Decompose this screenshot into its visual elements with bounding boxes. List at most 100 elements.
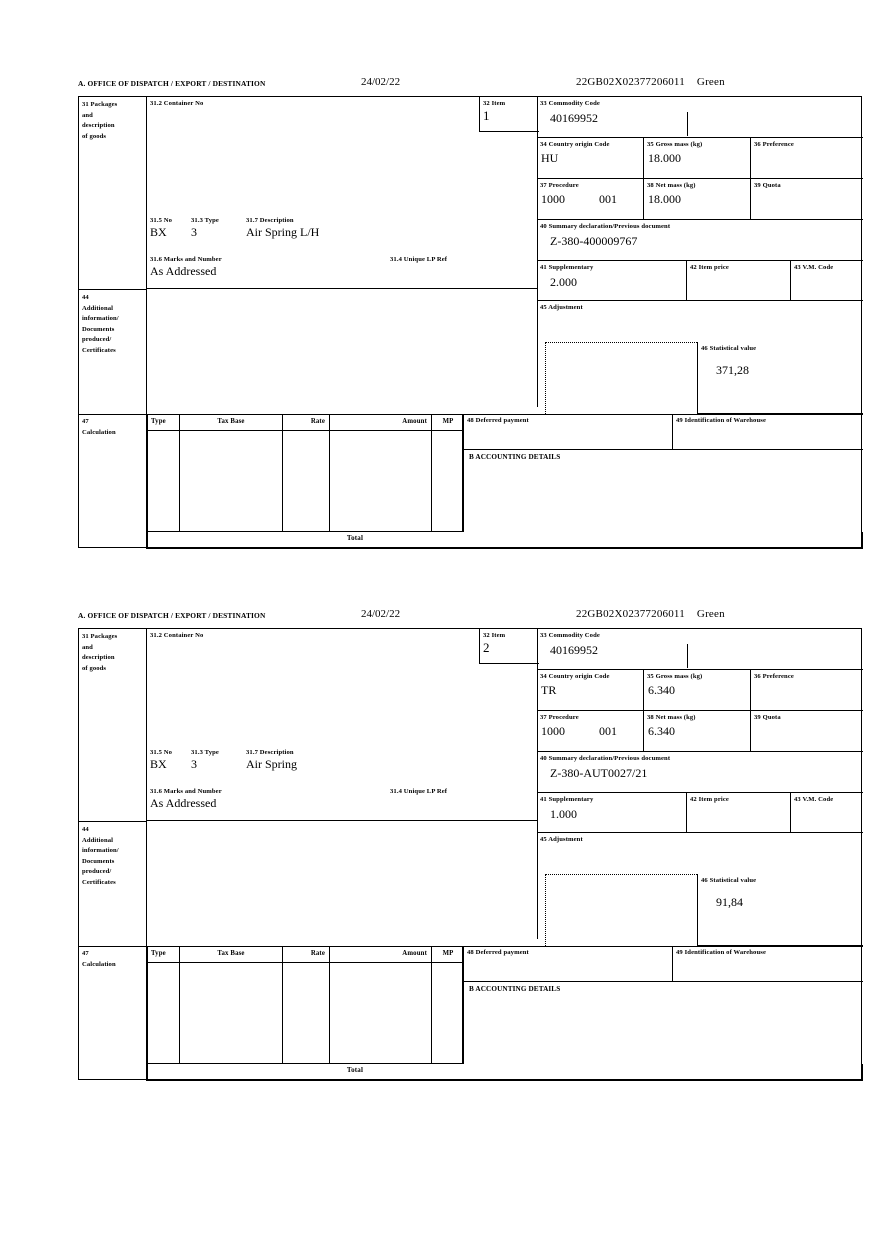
declaration-grid: 31 Packages and description of goods 31.…: [78, 628, 863, 1081]
calc-col-tax-base-body[interactable]: [180, 963, 283, 1063]
field-45-adjustment[interactable]: 45 Adjustment: [537, 301, 863, 342]
office-of-dispatch-label: A. OFFICE OF DISPATCH / EXPORT / DESTINA…: [78, 79, 266, 88]
field-46-value: 91,84: [716, 895, 743, 909]
section-b-value: [464, 995, 863, 998]
field-38-net-mass[interactable]: 38 Net mass (kg) 6.340: [644, 711, 751, 752]
field-46-label: 46 Statistical value: [701, 344, 757, 352]
field-39-quota[interactable]: 39 Quota: [751, 179, 863, 220]
calc-col-mp-header: MP: [432, 947, 462, 963]
field-39-quota[interactable]: 39 Quota: [751, 711, 863, 752]
field-46-statistical-value[interactable]: 46 Statistical value 91,84: [697, 874, 863, 946]
calc-col-mp-body[interactable]: [432, 963, 462, 1063]
calc-col-rate-body[interactable]: [283, 963, 330, 1063]
office-of-dispatch-label: A. OFFICE OF DISPATCH / EXPORT / DESTINA…: [78, 611, 266, 620]
calculation-total-label: Total: [346, 1066, 364, 1074]
field-33-label: 33 Commodity Code: [540, 631, 600, 639]
field-31-4-label: 31.4 Unique LP Ref: [390, 256, 448, 263]
calc-col-amount-body[interactable]: [330, 431, 432, 531]
calc-col-amount-body[interactable]: [330, 963, 432, 1063]
field-42-item-price[interactable]: 42 Item price: [687, 793, 791, 833]
field-42-item-price[interactable]: 42 Item price: [687, 261, 791, 301]
field-42-label: 42 Item price: [690, 263, 729, 271]
field-31-6-label: 31.6 Marks and Number: [150, 788, 222, 795]
field-31-stub-label: 31 Packages and description of goods: [82, 101, 118, 140]
calc-col-mp-header: MP: [432, 415, 462, 431]
field-35-label: 35 Gross mass (kg): [647, 140, 703, 148]
field-47-stub-label: 47 Calculation: [82, 418, 116, 436]
calc-col-type-body[interactable]: [148, 431, 180, 531]
calc-col-type-body[interactable]: [148, 963, 180, 1063]
field-49-label: 49 Identification of Warehouse: [676, 416, 766, 424]
field-44-stub: 44 Additional information/ Documents pro…: [79, 821, 147, 946]
field-32-label: 32 Item: [483, 100, 506, 107]
field-33-value: 40169952: [550, 643, 598, 657]
calc-col-type-header: Type: [148, 947, 180, 963]
calc-col-amount-header: Amount: [330, 415, 432, 431]
field-37-procedure[interactable]: 37 Procedure 1000 001: [537, 179, 644, 220]
field-36-preference[interactable]: 36 Preference: [751, 138, 863, 179]
field-32-item: 32 Item 2: [479, 629, 539, 664]
field-32-label: 32 Item: [483, 632, 506, 639]
field-44-additional-information[interactable]: [147, 821, 537, 946]
declaration-grid: 31 Packages and description of goods 31.…: [78, 96, 863, 549]
field-40-label: 40 Summary declaration/Previous document: [540, 754, 671, 762]
section-b-accounting-details[interactable]: B ACCOUNTING DETAILS: [463, 982, 863, 1064]
calc-col-tax-base-body[interactable]: [180, 431, 283, 531]
field-39-value: [751, 722, 863, 724]
block-header: A. OFFICE OF DISPATCH / EXPORT / DESTINA…: [78, 608, 862, 628]
field-49-value: [673, 957, 863, 959]
field-37-additional-value: 001: [599, 192, 617, 206]
calc-col-mp-body[interactable]: [432, 431, 462, 531]
field-35-gross-mass[interactable]: 35 Gross mass (kg) 18.000: [644, 138, 751, 179]
field-43-vm-code[interactable]: 43 V.M. Code: [791, 793, 863, 833]
section-b-accounting-details[interactable]: B ACCOUNTING DETAILS: [463, 450, 863, 532]
field-34-country-origin[interactable]: 34 Country origin Code HU: [537, 138, 644, 179]
field-45-label: 45 Adjustment: [540, 303, 583, 311]
calc-col-rate-body[interactable]: [283, 431, 330, 531]
field-40-previous-document[interactable]: 40 Summary declaration/Previous document…: [537, 220, 863, 261]
field-32-value: 2: [483, 639, 490, 655]
field-40-previous-document[interactable]: 40 Summary declaration/Previous document…: [537, 752, 863, 793]
field-49-warehouse[interactable]: 49 Identification of Warehouse: [673, 946, 863, 982]
field-48-deferred-payment[interactable]: 48 Deferred payment: [463, 414, 673, 450]
field-45-subarea: [545, 874, 697, 946]
field-42-value: [687, 804, 790, 807]
field-35-gross-mass[interactable]: 35 Gross mass (kg) 6.340: [644, 670, 751, 711]
field-44-value: [147, 289, 537, 293]
field-33-divider-tick: [687, 112, 688, 136]
field-48-deferred-payment[interactable]: 48 Deferred payment: [463, 946, 673, 982]
field-38-net-mass[interactable]: 38 Net mass (kg) 18.000: [644, 179, 751, 220]
field-41-supplementary[interactable]: 41 Supplementary 2.000: [537, 261, 687, 301]
field-41-label: 41 Supplementary: [540, 795, 594, 803]
field-31-2-container-no[interactable]: 31.2 Container No: [147, 629, 537, 747]
field-36-value: [751, 681, 863, 683]
field-47-stub-label: 47 Calculation: [82, 950, 116, 968]
field-49-warehouse[interactable]: 49 Identification of Warehouse: [673, 414, 863, 450]
field-43-value: [791, 804, 863, 807]
field-36-preference[interactable]: 36 Preference: [751, 670, 863, 711]
field-46-label: 46 Statistical value: [701, 876, 757, 884]
right-column-divider: [537, 97, 538, 407]
field-34-label: 34 Country origin Code: [540, 140, 610, 148]
field-32-value: 1: [483, 107, 490, 123]
calc-col-tax-base-header: Tax Base: [180, 947, 283, 963]
mrn-reference: 22GB02X02377206011 Green: [576, 608, 725, 620]
field-31-2-container-no[interactable]: 31.2 Container No: [147, 97, 537, 215]
field-37-procedure[interactable]: 37 Procedure 1000 001: [537, 711, 644, 752]
field-36-label: 36 Preference: [754, 672, 794, 680]
field-34-country-origin[interactable]: 34 Country origin Code TR: [537, 670, 644, 711]
field-46-statistical-value[interactable]: 46 Statistical value 371,28: [697, 342, 863, 414]
field-44-additional-information[interactable]: [147, 289, 537, 414]
field-33-commodity-code[interactable]: 33 Commodity Code 40169952: [537, 97, 863, 138]
field-36-label: 36 Preference: [754, 140, 794, 148]
field-45-value: [537, 844, 863, 847]
field-31-marks-row: 31.6 Marks and Number 31.4 Unique LP Ref…: [147, 254, 537, 289]
declaration-block-item-1: A. OFFICE OF DISPATCH / EXPORT / DESTINA…: [78, 76, 863, 549]
field-45-adjustment[interactable]: 45 Adjustment: [537, 833, 863, 874]
field-41-value: 1.000: [550, 807, 577, 821]
field-41-supplementary[interactable]: 41 Supplementary 1.000: [537, 793, 687, 833]
field-33-commodity-code[interactable]: 33 Commodity Code 40169952: [537, 629, 863, 670]
field-43-vm-code[interactable]: 43 V.M. Code: [791, 261, 863, 301]
field-32-item: 32 Item 1: [479, 97, 539, 132]
calculation-table: Type Tax Base Rate Amount MP: [147, 414, 463, 532]
